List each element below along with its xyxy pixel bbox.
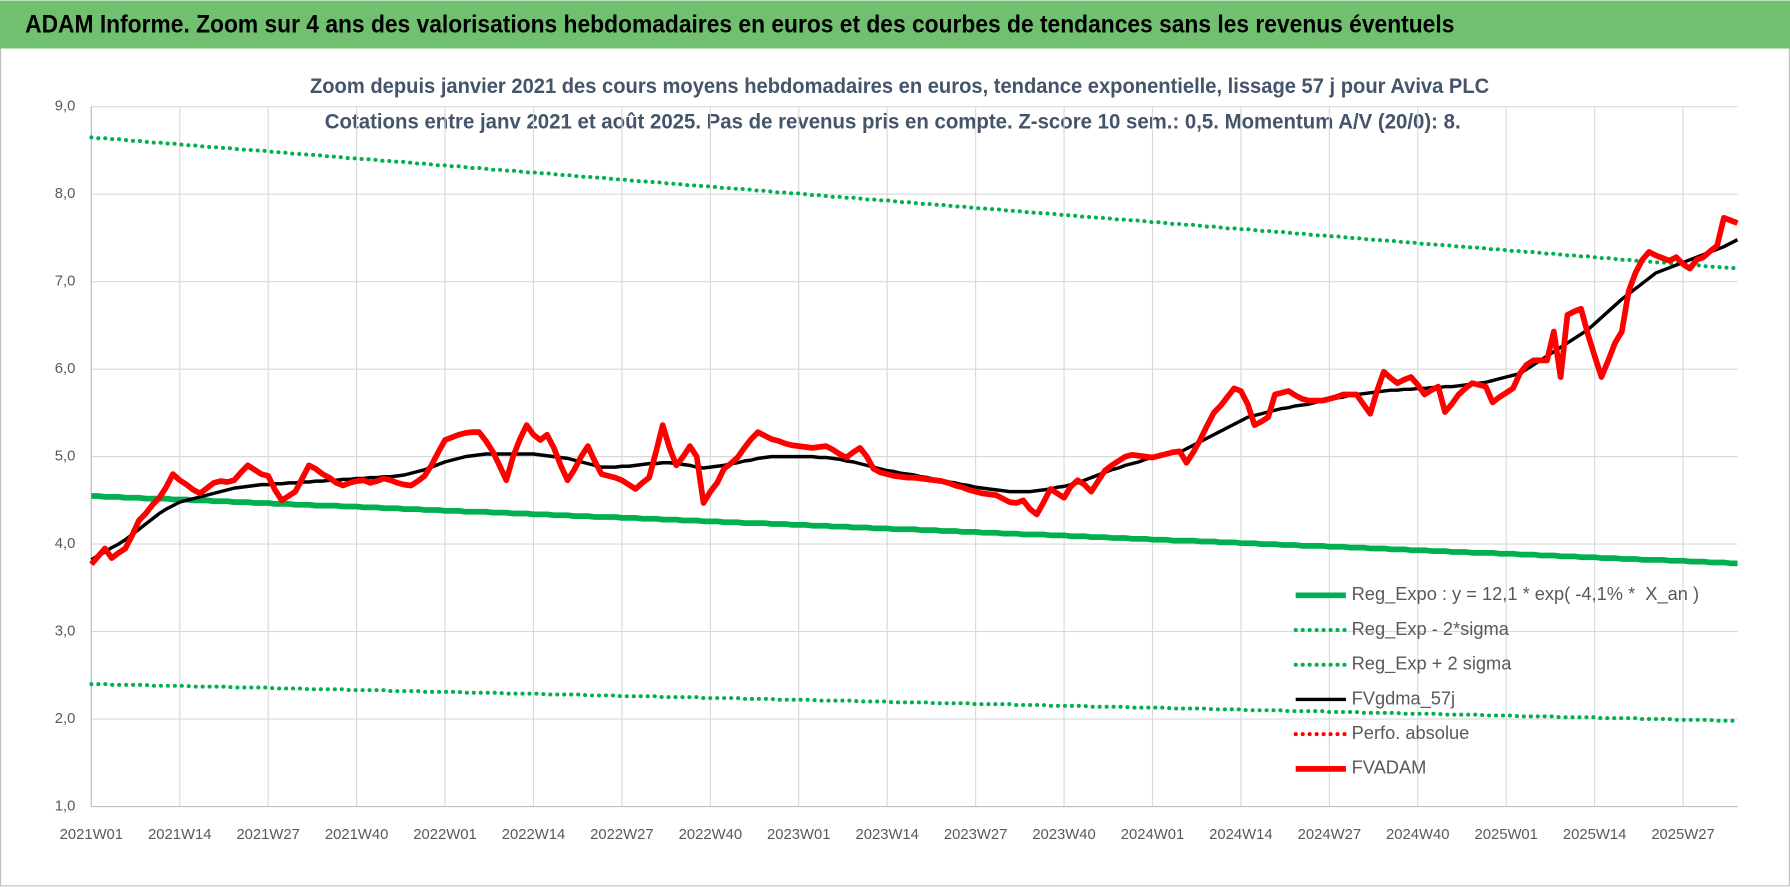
y-tick-label: 7,0 — [55, 274, 76, 290]
y-tick-label: 8,0 — [55, 186, 76, 202]
series-line — [91, 493, 1738, 567]
series-line — [89, 135, 1740, 271]
x-tick-label: 2025W14 — [1563, 827, 1626, 843]
x-tick-label: 2023W14 — [855, 827, 918, 843]
y-tick-label: 6,0 — [55, 361, 76, 377]
y-tick-label: 4,0 — [55, 536, 76, 552]
legend-label: Reg_Exp - 2*sigma — [1352, 618, 1510, 640]
x-tick-label: 2024W01 — [1121, 827, 1184, 843]
x-tick-label: 2023W01 — [767, 827, 830, 843]
y-tick-label: 5,0 — [55, 449, 76, 465]
x-tick-label: 2023W40 — [1032, 827, 1095, 843]
legend-label: Reg_Exp + 2 sigma — [1352, 653, 1513, 675]
x-tick-label: 2024W14 — [1209, 827, 1272, 843]
x-tick-label: 2022W27 — [590, 827, 653, 843]
y-tick-label: 9,0 — [55, 99, 76, 115]
x-tick-label: 2021W40 — [325, 827, 388, 843]
x-tick-label: 2024W27 — [1298, 827, 1361, 843]
x-tick-label: 2022W01 — [413, 827, 476, 843]
series-line — [89, 682, 1740, 723]
x-tick-label: 2025W27 — [1651, 827, 1714, 843]
legend-label: Perfo. absolue — [1352, 722, 1470, 743]
header-band — [0, 0, 1790, 49]
chart-subtitle: Cotations entre janv 2021 et août 2025. … — [325, 108, 1461, 133]
x-tick-label: 2023W27 — [944, 827, 1007, 843]
y-tick-label: 1,0 — [55, 798, 76, 814]
x-tick-label: 2024W40 — [1386, 827, 1449, 843]
chart-title: Zoom depuis janvier 2021 des cours moyen… — [310, 73, 1490, 98]
x-tick-label: 2021W27 — [236, 827, 299, 843]
x-tick-label: 2021W01 — [60, 827, 123, 843]
header-title: ADAM Informe. Zoom sur 4 ans des valoris… — [25, 10, 1454, 38]
x-tick-label: 2022W14 — [502, 827, 565, 843]
x-tick-label: 2022W40 — [679, 827, 742, 843]
series-line — [89, 214, 1739, 567]
x-tick-label: 2025W01 — [1474, 827, 1537, 843]
y-tick-label: 2,0 — [55, 711, 76, 727]
legend-label: Reg_Expo : y = 12,1 * exp( -4,1% * X_an … — [1352, 583, 1699, 605]
y-tick-label: 3,0 — [55, 623, 76, 639]
legend-label: FVADAM — [1352, 757, 1427, 778]
legend-label: FVgdma_57j — [1352, 687, 1455, 709]
x-tick-label: 2021W14 — [148, 827, 211, 843]
